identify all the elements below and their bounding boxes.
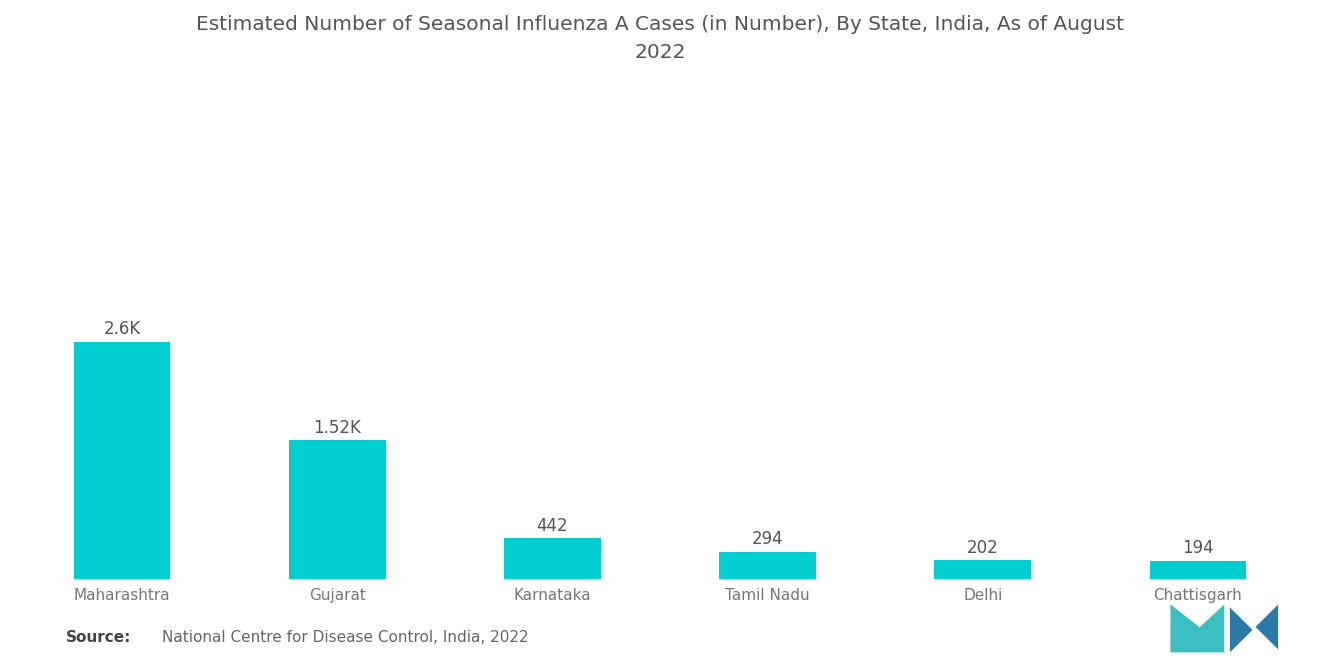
Text: 2.6K: 2.6K: [103, 320, 141, 338]
Text: 1.52K: 1.52K: [313, 418, 362, 437]
Text: 442: 442: [537, 517, 568, 535]
Bar: [289, 440, 385, 579]
Text: National Centre for Disease Control, India, 2022: National Centre for Disease Control, Ind…: [162, 630, 529, 645]
Text: 194: 194: [1183, 539, 1214, 557]
Bar: [74, 342, 170, 579]
Title: Estimated Number of Seasonal Influenza A Cases (in Number), By State, India, As : Estimated Number of Seasonal Influenza A…: [195, 15, 1125, 62]
Text: 202: 202: [966, 539, 999, 557]
Polygon shape: [1171, 604, 1225, 652]
Text: Source:: Source:: [66, 630, 132, 645]
Bar: [504, 539, 601, 579]
Polygon shape: [1230, 604, 1278, 652]
Bar: [719, 552, 816, 579]
Bar: [935, 561, 1031, 579]
Text: 294: 294: [752, 530, 783, 548]
Bar: [1150, 561, 1246, 579]
